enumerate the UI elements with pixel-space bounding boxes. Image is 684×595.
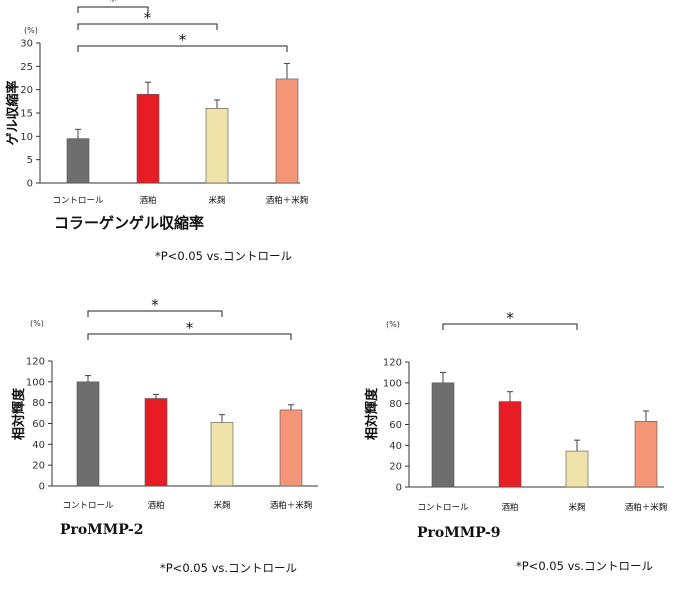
- category-label: 米麹: [568, 502, 585, 513]
- category-label: コントロール: [62, 501, 114, 511]
- category-label: 酒粕＋米麹: [270, 500, 313, 511]
- significance-bracket: [87, 333, 292, 340]
- bar-1: [66, 138, 90, 184]
- chart-title: ProMMP-2: [60, 522, 144, 538]
- y-tick-label: 10: [20, 132, 33, 143]
- category-label: 酒粕: [501, 502, 518, 513]
- bar-2: [144, 398, 168, 487]
- bar-3: [565, 450, 589, 488]
- significance-star: *: [109, 0, 117, 10]
- significance-star: *: [179, 31, 187, 49]
- y-tick-label: 60: [389, 420, 402, 431]
- y-axis-title: 相対輝度: [364, 387, 380, 440]
- category-label: コントロール: [52, 196, 104, 206]
- category-label: 酒粕＋米麹: [266, 195, 309, 206]
- bar-3: [210, 422, 234, 487]
- y-axis-title: 相対輝度: [11, 387, 27, 440]
- y-tick-label: 0: [396, 483, 402, 494]
- significance-bracket: [87, 310, 223, 317]
- significance-bracket: [77, 23, 218, 30]
- bar-1: [76, 381, 100, 487]
- bar-4: [634, 421, 658, 488]
- y-tick-label: 80: [32, 398, 45, 409]
- significance-note: *P<0.05 vs.コントロール: [516, 559, 653, 573]
- y-tick-label: 20: [389, 462, 402, 473]
- bar-3: [205, 108, 229, 184]
- bar-4: [279, 409, 303, 487]
- category-label: 酒粕: [147, 500, 164, 511]
- y-tick-label: 0: [27, 179, 33, 190]
- significance-star: *: [151, 296, 159, 314]
- category-label: 米麹: [208, 195, 225, 206]
- y-tick-label: 5: [27, 155, 33, 166]
- bar-4: [275, 78, 299, 184]
- significance-note: *P<0.05 vs.コントロール: [155, 249, 292, 263]
- significance-bracket: [77, 6, 149, 13]
- y-tick-label: 120: [26, 357, 45, 368]
- bar-2: [136, 94, 160, 184]
- bar-1: [431, 382, 455, 488]
- y-tick-label: 80: [389, 399, 402, 410]
- y-axis-title: ゲル収縮率: [5, 80, 21, 145]
- y-tick-label: 100: [26, 377, 45, 388]
- category-label: 酒粕: [139, 195, 156, 206]
- y-unit-label: (%): [386, 320, 400, 329]
- y-tick-label: 100: [383, 378, 402, 389]
- y-tick-label: 120: [383, 358, 402, 369]
- y-tick-label: 30: [20, 39, 33, 50]
- significance-star: *: [506, 309, 514, 327]
- significance-star: *: [186, 319, 194, 337]
- y-tick-label: 20: [32, 461, 45, 472]
- significance-bracket: [442, 323, 578, 330]
- y-unit-label: (%): [24, 26, 38, 35]
- y-tick-label: 15: [20, 109, 33, 120]
- significance-bracket: [77, 45, 288, 52]
- significance-star: *: [144, 9, 152, 27]
- significance-note: *P<0.05 vs.コントロール: [160, 561, 297, 575]
- y-tick-label: 60: [32, 419, 45, 430]
- y-unit-label: (%): [30, 319, 44, 328]
- y-tick-label: 25: [20, 62, 33, 73]
- y-tick-label: 40: [32, 440, 45, 451]
- bar-2: [498, 401, 522, 488]
- category-label: コントロール: [417, 503, 469, 513]
- category-label: 酒粕＋米麹: [625, 502, 668, 513]
- y-tick-label: 0: [39, 482, 45, 493]
- y-tick-label: 20: [20, 85, 33, 96]
- chart-title: コラーゲンゲル収縮率: [54, 214, 204, 232]
- category-label: 米麹: [213, 500, 230, 511]
- y-tick-label: 40: [389, 441, 402, 452]
- chart-title: ProMMP-9: [417, 525, 501, 541]
